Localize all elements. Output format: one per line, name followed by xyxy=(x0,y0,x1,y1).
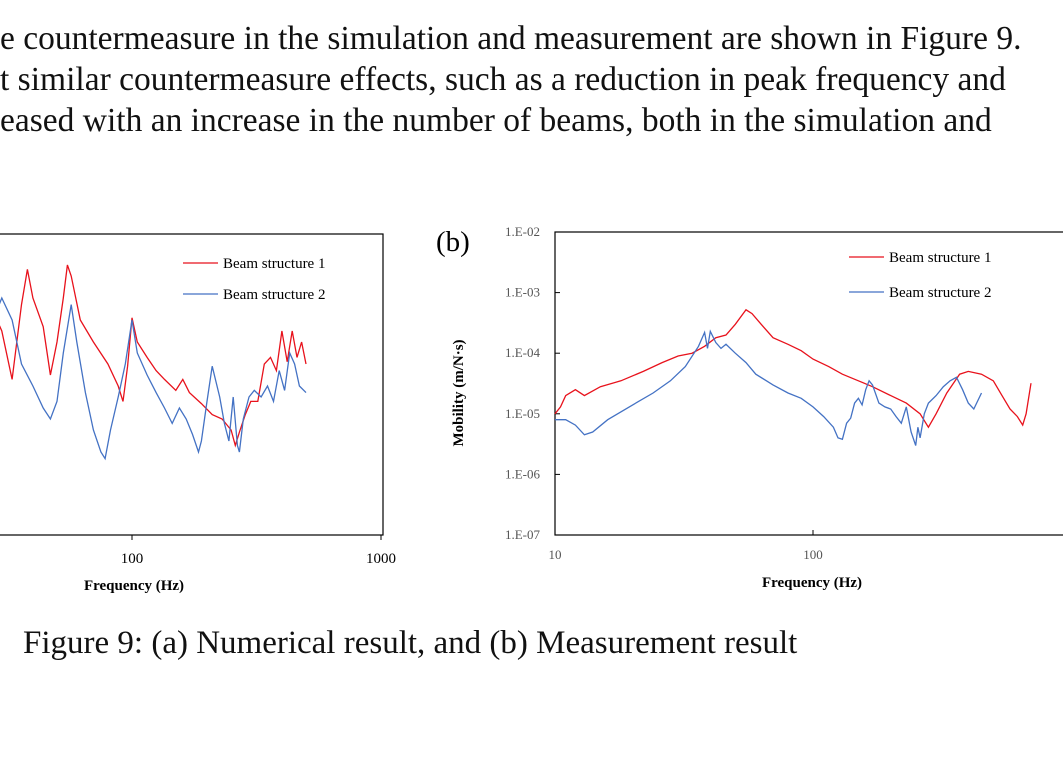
figure-9: 100 1000 Beam structure 1 Beam structure … xyxy=(0,224,1063,594)
chart-b-plot-area xyxy=(554,231,1063,536)
chart-b-ytick-label: 1.E-04 xyxy=(505,345,541,360)
chart-b-ytick-label: 1.E-07 xyxy=(505,527,541,542)
chart-a-plot-area xyxy=(0,233,384,536)
chart-b-legend-label-1: Beam structure 1 xyxy=(889,250,991,266)
chart-b-series-2 xyxy=(555,329,983,446)
chart-b: (b) 1.E-07 1.E-06 1.E-05 1.E-04 1.E-03 1.E-02… xyxy=(436,224,1063,591)
chart-b-panel-label: (b) xyxy=(436,226,470,258)
paragraph-line-2: t similar countermeasure effects, such a… xyxy=(0,63,1006,97)
chart-b-series-1 xyxy=(554,308,1032,429)
chart-a-xlabel: Frequency (Hz) xyxy=(84,578,184,594)
chart-b-ytick-label: 1.E-05 xyxy=(505,406,540,421)
chart-b-ylabel: Mobility (m/N·s) xyxy=(451,339,467,446)
chart-a-xtick-label: 100 xyxy=(121,551,144,567)
chart-a-xtick-label: 1000 xyxy=(366,551,396,567)
chart-b-ytick-label: 1.E-06 xyxy=(505,466,541,481)
chart-a-legend-label-1: Beam structure 1 xyxy=(223,256,325,272)
paragraph-line-3: eased with an increase in the number of … xyxy=(0,104,992,138)
paragraph-line-1: e countermeasure in the simulation and m… xyxy=(0,22,1022,56)
chart-b-ytick-label: 1.E-02 xyxy=(505,224,540,239)
figure-caption: Figure 9: (a) Numerical result, and (b) … xyxy=(23,625,798,661)
chart-a-series-1 xyxy=(0,264,307,448)
chart-a-series-2 xyxy=(0,296,307,461)
chart-b-xlabel: Frequency (Hz) xyxy=(762,575,862,591)
chart-a: 100 1000 Beam structure 1 Beam structure … xyxy=(0,233,396,594)
chart-b-xtick-label: 10 xyxy=(549,547,562,562)
chart-b-xtick-label: 100 xyxy=(803,547,823,562)
chart-b-legend-label-2: Beam structure 2 xyxy=(889,285,991,301)
chart-b-ytick-label: 1.E-03 xyxy=(505,285,540,300)
chart-a-legend-label-2: Beam structure 2 xyxy=(223,287,325,303)
